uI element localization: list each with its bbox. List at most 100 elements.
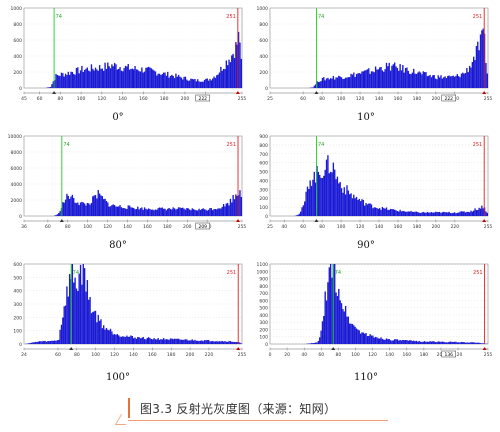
histogram-bar (116, 69, 119, 88)
histogram-bar (335, 179, 337, 216)
histogram-bar (328, 79, 330, 88)
histogram-bar (145, 208, 147, 216)
histogram-bar (231, 341, 233, 344)
histogram-bar (53, 80, 56, 88)
x-tick-label: 140 (118, 96, 127, 102)
x-tick-label: 140 (375, 96, 384, 102)
histogram-bar (323, 175, 325, 216)
histogram-bar (199, 81, 202, 88)
histogram-bar (482, 343, 484, 344)
histogram-bar (98, 193, 101, 216)
histogram-bar (235, 341, 237, 344)
histogram-bar (111, 205, 113, 216)
y-tick-label: 200 (259, 327, 268, 333)
histogram-bar (216, 341, 218, 344)
y-tick-label: 500 (13, 275, 22, 281)
histogram-bar (407, 211, 409, 216)
histogram-bar (122, 71, 124, 88)
histogram-bar (115, 64, 117, 88)
histogram-bar (389, 208, 392, 216)
plot-frame (269, 135, 489, 217)
histogram-bar (198, 340, 200, 344)
histogram-bar (120, 336, 123, 344)
y-tick-label: 0 (19, 214, 22, 220)
histogram-bar (437, 75, 439, 88)
histogram-bar (417, 341, 419, 344)
x-tick-label: 255 (484, 352, 492, 358)
histogram-bar (152, 69, 154, 88)
histogram-bar (62, 317, 64, 344)
histogram-bar (470, 67, 472, 88)
histogram-bar (463, 342, 465, 344)
histogram-bar (71, 194, 74, 216)
histogram-bar (63, 306, 65, 344)
histogram-bar (411, 341, 414, 344)
histogram-bar (421, 212, 423, 216)
histogram-bar (438, 341, 441, 344)
histogram-bar (168, 339, 170, 344)
histogram-bar (152, 209, 154, 216)
histogram-bar (143, 207, 146, 216)
histogram-bar (414, 341, 416, 344)
histogram-bar (171, 209, 173, 216)
histogram-bar (372, 208, 374, 216)
histogram-bar (67, 195, 69, 216)
green-threshold-label: 74 (335, 270, 341, 276)
y-tick-label: 400 (259, 54, 268, 60)
x-tick-label: 200 (432, 96, 441, 102)
histogram-bar (357, 199, 359, 216)
histogram-bar (118, 68, 120, 88)
histogram-bar (347, 190, 350, 216)
histogram-bar (379, 208, 381, 216)
angle-label-2: 80° (109, 240, 127, 251)
histogram-bar (473, 56, 475, 88)
histogram-bar (313, 171, 315, 216)
histogram-bar (400, 70, 403, 88)
histogram-bar (481, 343, 483, 344)
histogram-bar (369, 334, 371, 344)
histogram-bar (60, 324, 63, 344)
histogram-bar (426, 341, 429, 344)
x-tick-label: 100 (77, 96, 86, 102)
histogram-bar (175, 338, 177, 344)
histogram-bar (175, 209, 177, 216)
histogram-bar (205, 209, 207, 216)
histogram-bar (154, 339, 157, 344)
axis-value-box (195, 222, 211, 230)
y-tick-label: 800 (13, 22, 22, 28)
histogram-bar (350, 323, 352, 344)
histogram-bar (308, 188, 310, 216)
histogram-bar (383, 339, 385, 344)
histogram-bar (388, 339, 390, 344)
histogram-bar (90, 313, 93, 344)
histogram-bar (385, 338, 388, 344)
histogram-bar (340, 188, 343, 216)
histogram-bar (298, 213, 300, 216)
histogram-bar (169, 338, 172, 344)
histogram-bar (141, 207, 143, 216)
histogram-bar (346, 185, 348, 216)
histogram-bar (319, 81, 321, 88)
green-threshold-label: 74 (318, 14, 324, 20)
axis-marker (59, 219, 64, 222)
histogram-bar (55, 73, 57, 88)
histogram-bar (361, 71, 363, 88)
histogram-bar (359, 73, 362, 88)
histogram-bar (329, 264, 332, 344)
histogram-bar (351, 198, 354, 216)
histogram-bar (177, 338, 180, 344)
histogram-bar (475, 209, 478, 216)
histogram-bar (486, 73, 488, 88)
axis-value-box (441, 94, 457, 102)
histogram-bar (309, 180, 311, 216)
histogram-bar (399, 64, 401, 88)
histogram-bar (313, 85, 315, 88)
histogram-bar (206, 78, 208, 88)
histogram-bar (396, 210, 399, 216)
histogram-bar (384, 339, 386, 344)
histogram-bar (191, 208, 193, 216)
histogram-bar (165, 75, 168, 88)
histogram-bar (194, 339, 196, 344)
histogram-bar (328, 267, 330, 344)
histogram-bar (455, 75, 457, 88)
